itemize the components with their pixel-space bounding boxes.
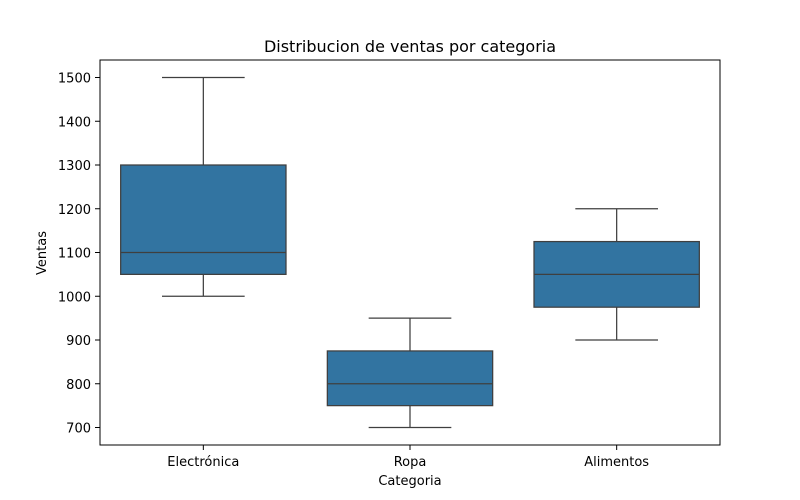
y-tick-label: 1500 — [58, 72, 91, 87]
y-tick-label: 1200 — [58, 203, 91, 218]
x-tick-label: Electrónica — [167, 455, 239, 470]
box-iqr — [120, 164, 287, 275]
y-tick-label: 1000 — [58, 290, 91, 305]
x-tick-label: Alimentos — [584, 455, 649, 470]
y-axis-label: Ventas — [35, 231, 50, 275]
chart-title: Distribucion de ventas por categoria — [264, 37, 556, 56]
x-tick-label: Ropa — [394, 455, 427, 470]
box-iqr — [326, 350, 494, 407]
y-tick-label: 700 — [66, 422, 91, 437]
plot-area: 700 800 900 1000 1100 1200 1300 1400 1500 Electró… — [58, 72, 700, 470]
y-tick-label: 1300 — [58, 159, 91, 174]
plot-frame — [99, 59, 721, 446]
y-tick-label: 800 — [66, 378, 91, 393]
y-tick-label: 1400 — [58, 115, 91, 130]
y-tick-label: 900 — [66, 334, 91, 349]
y-tick-label: 1100 — [58, 247, 91, 262]
x-axis-label: Categoria — [378, 474, 441, 489]
